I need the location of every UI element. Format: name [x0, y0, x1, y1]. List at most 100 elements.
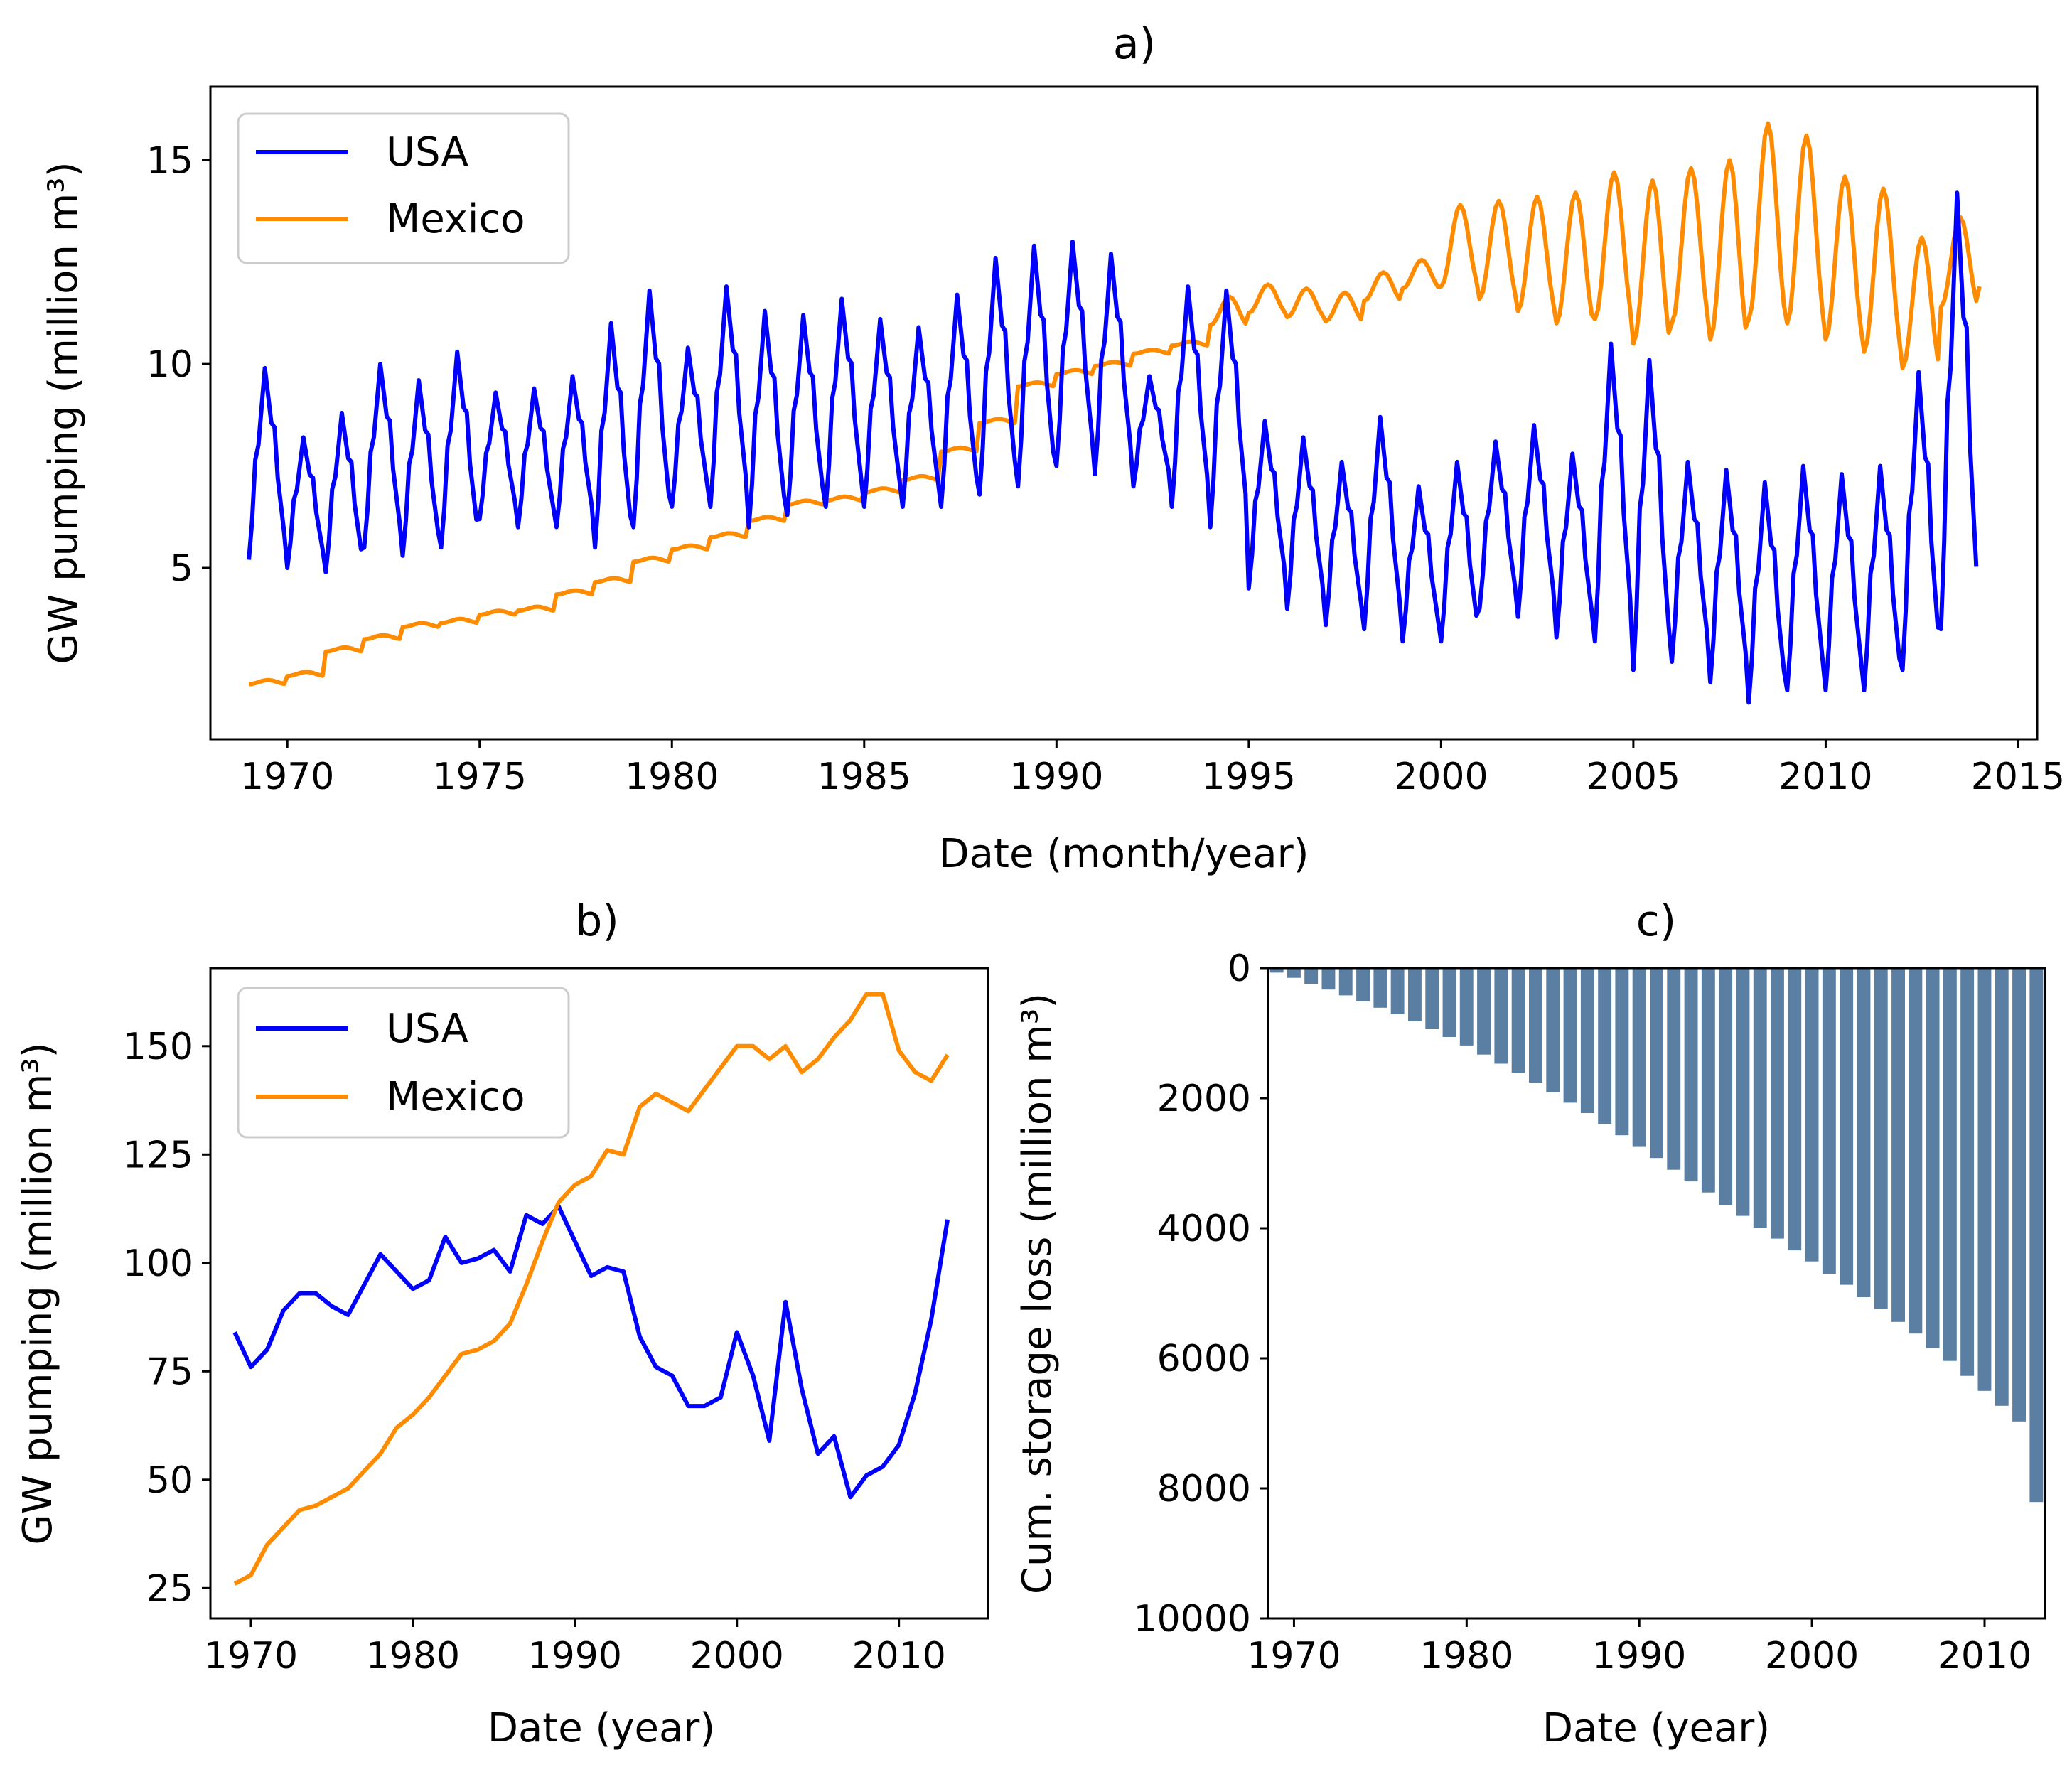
storage-loss-bar: [1632, 968, 1646, 1147]
storage-loss-bar: [1442, 968, 1456, 1037]
storage-loss-bar: [1546, 968, 1560, 1092]
panel-c-y-axis-title: Cum. storage loss (million m³): [1014, 993, 1061, 1594]
panel-a-x-tick-label: 1995: [1202, 756, 1296, 798]
panel-b-title: b): [575, 896, 619, 946]
storage-loss-bar: [1995, 968, 2009, 1406]
storage-loss-bar: [1891, 968, 1905, 1322]
storage-loss-bar: [1701, 968, 1715, 1193]
mexico-annual-line: [233, 992, 950, 1586]
panel-a-y-tick-label: 15: [146, 139, 193, 182]
panel-b-y-tick-label: 125: [123, 1134, 193, 1176]
usa-monthly-line: [247, 190, 1979, 705]
panel-a-x-tick-label: 2010: [1778, 756, 1872, 798]
storage-loss-bar: [1753, 968, 1767, 1228]
storage-loss-bar: [1511, 968, 1525, 1073]
panel-b-x-tick-label: 2010: [852, 1635, 945, 1677]
panel-b-x-tick-label: 1970: [204, 1635, 298, 1677]
panel-a-frame: [209, 85, 2039, 741]
panel-b-x-tick-label: 1980: [366, 1635, 460, 1677]
panel-a-x-tick-label: 1970: [240, 756, 334, 798]
panel-a-x-tick-label: 1990: [1009, 756, 1103, 798]
usa-annual-line: [232, 1204, 950, 1500]
storage-loss-bar: [1563, 968, 1577, 1103]
storage-loss-bar: [1857, 968, 1871, 1297]
panel-b-legend-usa-label: USA: [386, 1006, 468, 1052]
storage-loss-bar: [1684, 968, 1698, 1182]
panel-c-x-tick-label: 2000: [1765, 1635, 1859, 1677]
panel-a-chart: a) 1970 1975 1980 1985 1990 1995 2000 2005 2010 2…: [41, 19, 2065, 877]
panel-c-x-tick-label: 1990: [1592, 1635, 1686, 1677]
panel-c-x-ticks: 1970 1980 1990 2000 2010: [1247, 1618, 2031, 1677]
storage-loss-bar: [1304, 968, 1319, 984]
panel-c-x-tick-label: 1980: [1419, 1635, 1513, 1677]
panel-c-y-tick-label: 4000: [1157, 1208, 1251, 1250]
panel-a-x-tick-label: 1980: [625, 756, 719, 798]
panel-a-y-tick-label: 10: [146, 343, 193, 386]
panel-c-y-tick-label: 6000: [1157, 1338, 1251, 1380]
panel-c-plot-area: [1269, 968, 2044, 1503]
panel-b-legend: USA Mexico: [237, 987, 570, 1139]
panel-b-legend-mexico-label: Mexico: [386, 1074, 525, 1120]
panel-a-y-ticks: 5 10 15: [146, 139, 210, 590]
panel-a-y-axis-title: GW pumping (million m³): [41, 161, 87, 664]
storage-loss-bar: [1736, 968, 1750, 1216]
storage-loss-bar: [1373, 968, 1387, 1008]
storage-loss-bar: [1788, 968, 1802, 1251]
panel-c-y-tick-label: 2000: [1157, 1078, 1251, 1120]
storage-loss-bar: [2012, 968, 2026, 1422]
panel-c-x-tick-label: 1970: [1247, 1635, 1341, 1677]
panel-b-x-ticks: 1970 1980 1990 2000 2010: [204, 1618, 946, 1677]
storage-loss-bar: [1390, 968, 1405, 1014]
panel-a-x-axis-title: Date (month/year): [939, 831, 1309, 877]
storage-loss-bar: [1840, 968, 1854, 1285]
storage-loss-bar: [1874, 968, 1888, 1309]
panel-c-chart: c) 1970 1980 1990 2000 2010 0 2000 4000 6000 800…: [1014, 896, 2046, 1751]
panel-a-legend-usa-label: USA: [386, 129, 468, 176]
panel-a-x-ticks: 1970 1975 1980 1985 1990 1995 2000 2005 2010 2015: [240, 739, 2065, 798]
panel-b-x-tick-label: 1990: [528, 1635, 622, 1677]
storage-loss-bar: [1909, 968, 1923, 1334]
panel-a-x-tick-label: 2000: [1394, 756, 1488, 798]
storage-loss-bar: [1771, 968, 1784, 1239]
storage-loss-bar: [1529, 968, 1542, 1083]
panel-b-y-tick-label: 100: [123, 1242, 193, 1285]
panel-a-plot-area: [247, 121, 1982, 705]
storage-loss-bar: [1321, 968, 1336, 990]
panel-b-y-tick-label: 50: [146, 1459, 193, 1502]
panel-a-legend: USA Mexico: [237, 112, 570, 264]
storage-loss-bar: [1943, 968, 1957, 1361]
panel-c-frame: [1267, 967, 2046, 1620]
storage-loss-bar: [1408, 968, 1422, 1021]
panel-b-y-axis-title: GW pumping (million m³): [15, 1042, 61, 1545]
storage-loss-bar: [1598, 968, 1612, 1124]
panel-b-y-tick-label: 25: [146, 1567, 193, 1610]
panel-c-y-tick-label: 0: [1228, 947, 1251, 990]
panel-a-x-tick-label: 2005: [1587, 756, 1680, 798]
panel-b-x-tick-label: 2000: [690, 1635, 784, 1677]
storage-loss-bar: [1338, 968, 1353, 996]
storage-loss-bar: [1356, 968, 1370, 1001]
panel-b-y-tick-label: 150: [123, 1026, 193, 1068]
storage-loss-bar: [1425, 968, 1439, 1029]
panel-a-y-tick-label: 5: [170, 547, 193, 590]
panel-b-chart: b) 1970 1980 1990 2000 2010 255075100125150 …: [15, 896, 989, 1751]
storage-loss-bar: [1960, 968, 1975, 1376]
storage-loss-bar: [1667, 968, 1681, 1170]
panel-c-y-tick-label: 10000: [1134, 1598, 1251, 1640]
panel-b-y-tick-label: 75: [146, 1350, 193, 1393]
mexico-monthly-line: [248, 121, 1982, 687]
storage-loss-bar: [1805, 968, 1819, 1262]
storage-loss-bar: [1580, 968, 1594, 1113]
storage-loss-bar: [1287, 968, 1301, 978]
panel-a-x-tick-label: 1985: [817, 756, 911, 798]
storage-loss-bar: [1459, 968, 1474, 1046]
storage-loss-bar: [1719, 968, 1733, 1205]
storage-loss-bar: [2029, 968, 2044, 1503]
storage-loss-bar: [1977, 968, 1992, 1391]
panel-c-y-ticks: 0 2000 4000 6000 8000 10000: [1134, 947, 1268, 1640]
panel-c-y-tick-label: 8000: [1157, 1468, 1251, 1510]
panel-b-plot-area: [232, 992, 950, 1586]
panel-c-x-axis-title: Date (year): [1542, 1705, 1770, 1751]
panel-a-x-tick-label: 2015: [1971, 756, 2065, 798]
